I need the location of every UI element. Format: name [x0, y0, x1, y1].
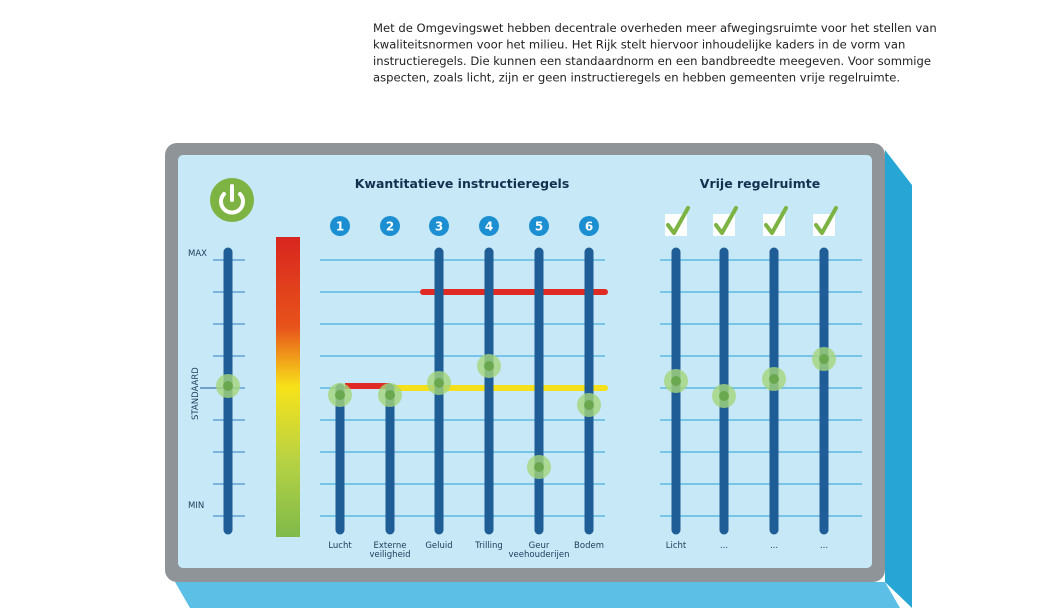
slider-knob: [223, 381, 233, 391]
slider-knob: [534, 462, 544, 472]
number: 3: [435, 220, 443, 234]
intro-line: instructieregels. Die kunnen een standaa…: [373, 54, 931, 68]
heat-bar: [276, 237, 300, 537]
slider-knob: [484, 361, 494, 371]
slider-label: Licht: [666, 541, 687, 551]
slider-label: ...: [770, 541, 778, 551]
diagram: Met de Omgevingswet hebben decentrale ov…: [0, 0, 1041, 608]
slider-label: veiligheid: [369, 550, 410, 560]
slider-knob: [769, 374, 779, 384]
slider-knob: [671, 376, 681, 386]
min-label: MIN: [188, 501, 204, 511]
slider-label: ...: [720, 541, 728, 551]
box-bottom: [175, 582, 900, 608]
number: 2: [386, 220, 394, 234]
slider-label: Lucht: [328, 541, 352, 551]
number: 6: [585, 220, 593, 234]
slider-knob: [385, 390, 395, 400]
slider-label: veehouderijen: [509, 550, 570, 560]
slider-knob: [819, 354, 829, 364]
intro-line: aspecten, zoals licht, zijn er geen inst…: [373, 71, 900, 85]
section-title: Vrije regelruimte: [700, 176, 820, 191]
slider-knob: [335, 390, 345, 400]
intro-text: Met de Omgevingswet hebben decentrale ov…: [373, 21, 937, 85]
slider-label: Geluid: [425, 541, 452, 551]
slider-label: Bodem: [574, 541, 604, 551]
intro-line: kwaliteitsnormen voor het milieu. Het Ri…: [373, 38, 905, 52]
number: 1: [336, 220, 344, 234]
slider-label: ...: [820, 541, 828, 551]
standard-label: STANDAARD: [191, 367, 201, 420]
slider-label: Trilling: [474, 541, 503, 551]
intro-line: Met de Omgevingswet hebben decentrale ov…: [373, 21, 937, 35]
max-label: MAX: [188, 249, 207, 259]
number: 4: [485, 220, 493, 234]
box-side: [885, 150, 912, 608]
slider-knob: [434, 378, 444, 388]
slider-knob: [584, 400, 594, 410]
number: 5: [535, 220, 543, 234]
page: Met de Omgevingswet hebben decentrale ov…: [0, 0, 1041, 608]
section-title: Kwantitatieve instructieregels: [355, 176, 570, 191]
slider-knob: [719, 391, 729, 401]
